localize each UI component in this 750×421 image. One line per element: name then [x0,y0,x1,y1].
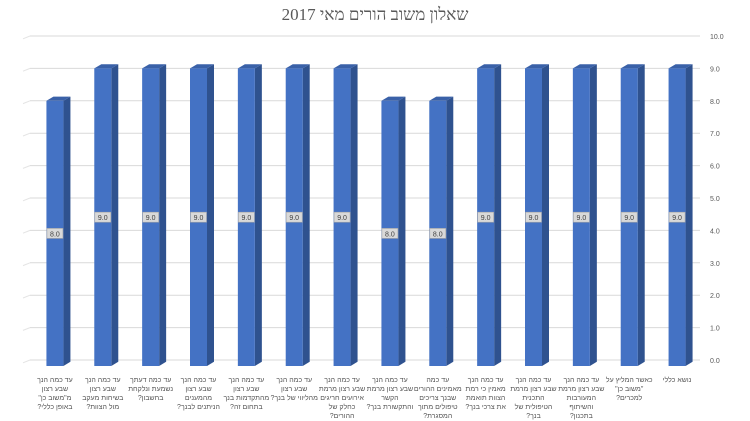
bar-top [429,96,454,101]
x-tick-label: עד כמה הנך שבע רצון מהתקדמות בנך בתחום ז… [223,377,270,411]
bar-top [477,64,502,69]
bar-side [494,64,502,366]
gridline-depth [22,197,31,202]
bar-side [159,64,167,366]
data-label-box [525,211,542,223]
data-label-box [142,211,159,223]
y-tick-label: 1.0 [710,326,720,333]
data-label: 9.0 [624,215,634,222]
x-tick-label: עד כמה הנך שבע רצון מהמענים הניתנים לבנך… [177,377,220,411]
gridline-depth [22,229,31,234]
data-label: 9.0 [337,215,347,222]
x-tick-label: עד כמה מאמינים ההורים שבנך צריכים טיפולי… [413,377,462,420]
x-tick-label: עד כמה הנך שבע רצון מרמת אירועים חריגים … [318,377,366,420]
y-tick-label: 0.0 [710,358,720,365]
y-tick-label: 8.0 [710,99,720,106]
bar-side [589,64,597,366]
bar-top [285,64,310,69]
bar-side [302,64,310,366]
bar-side [63,96,71,366]
data-label-box [46,228,64,239]
gridline-depth [22,165,31,169]
data-label: 9.0 [529,215,539,222]
x-tick-label: נושא כללי [662,377,692,384]
x-tick-label: עד כמה הנך שבע רצון מרמת הקשר והתקשורת ב… [366,377,414,411]
data-label-box [477,211,494,223]
bar-top [381,96,406,101]
data-label: 9.0 [98,215,108,222]
bar-side [637,64,645,366]
y-tick-label: 7.0 [710,131,720,138]
bar-side [350,64,358,366]
bar-top [46,96,71,101]
data-label-box [190,211,207,223]
bar-side [111,64,119,366]
bar-side [446,96,454,366]
gridline-depth [22,100,31,105]
data-label-box [429,228,447,239]
data-label: 9.0 [146,215,156,222]
x-tick-label: עד כמה דעתך נשמעת ונלקחת בחשבון? [128,377,174,402]
data-label: 9.0 [672,215,682,222]
x-tick-label: כאשר המליץ על "משוב כן" למכרים? [605,377,653,402]
data-label-box [668,211,686,223]
y-tick-label: 6.0 [710,164,720,171]
data-label-box [573,211,590,223]
bar-top [572,64,597,69]
data-label: 9.0 [241,215,251,222]
data-label-box [381,228,399,239]
bar-side [685,64,693,366]
gridline-depth [22,294,31,299]
x-tick-label: עד כמה הנך שבע רצון מרמת המעורבות והשיתו… [558,377,605,420]
data-label: 8.0 [50,231,60,238]
x-tick-label: עד כמה הנך שבע רצון מ"משוב כן" באופן כלל… [37,377,73,411]
bar-top [142,64,167,69]
bar-side [398,96,406,366]
bar-top [333,64,358,69]
x-tick-label: עד כמה הנך שבע רצון מהליווי של בנך? [270,377,318,402]
data-label: 9.0 [194,215,204,222]
data-label: 8.0 [385,231,395,238]
data-label: 8.0 [433,231,443,238]
bar-top [237,64,262,69]
chart-title: שאלון משוב הורים מאי 2017 [281,5,469,24]
gridline-depth [22,67,31,72]
bar-top [94,64,119,69]
y-tick-label: 3.0 [710,261,720,268]
bar-top [190,64,214,69]
y-tick-label: 10.0 [710,34,724,41]
x-tick-label: עד כמה הנך שבע רצון מרמת התכנית הטיפולית… [510,377,557,420]
bar-top [525,64,549,69]
y-tick-label: 4.0 [710,228,720,235]
gridline-depth [22,262,31,267]
data-label-box [94,211,112,223]
bar-side [207,64,214,366]
data-label: 9.0 [289,215,299,222]
data-label-box [333,211,351,223]
x-tick-label: עד כמה הנך מאמין כי רמת הצוות תואמת את צ… [465,377,506,411]
bar-side [542,64,549,366]
gridline-depth [22,327,31,331]
gridline-depth [22,132,31,137]
x-tick-label: עד כמה הנך שבע רצון בשיחות מעקב מול הצוו… [82,377,124,411]
y-tick-label: 5.0 [710,196,720,203]
data-label: 9.0 [481,215,491,222]
y-tick-label: 2.0 [710,293,720,300]
data-label-box [620,211,638,223]
y-tick-label: 9.0 [710,66,720,73]
gridline-depth [22,35,31,40]
bar-top [620,64,645,69]
data-label-box [285,211,303,223]
data-label-box [238,211,255,223]
bar-side [254,64,262,366]
data-label: 9.0 [576,215,586,222]
bar-top [668,64,693,69]
gridline-depth [22,359,31,364]
